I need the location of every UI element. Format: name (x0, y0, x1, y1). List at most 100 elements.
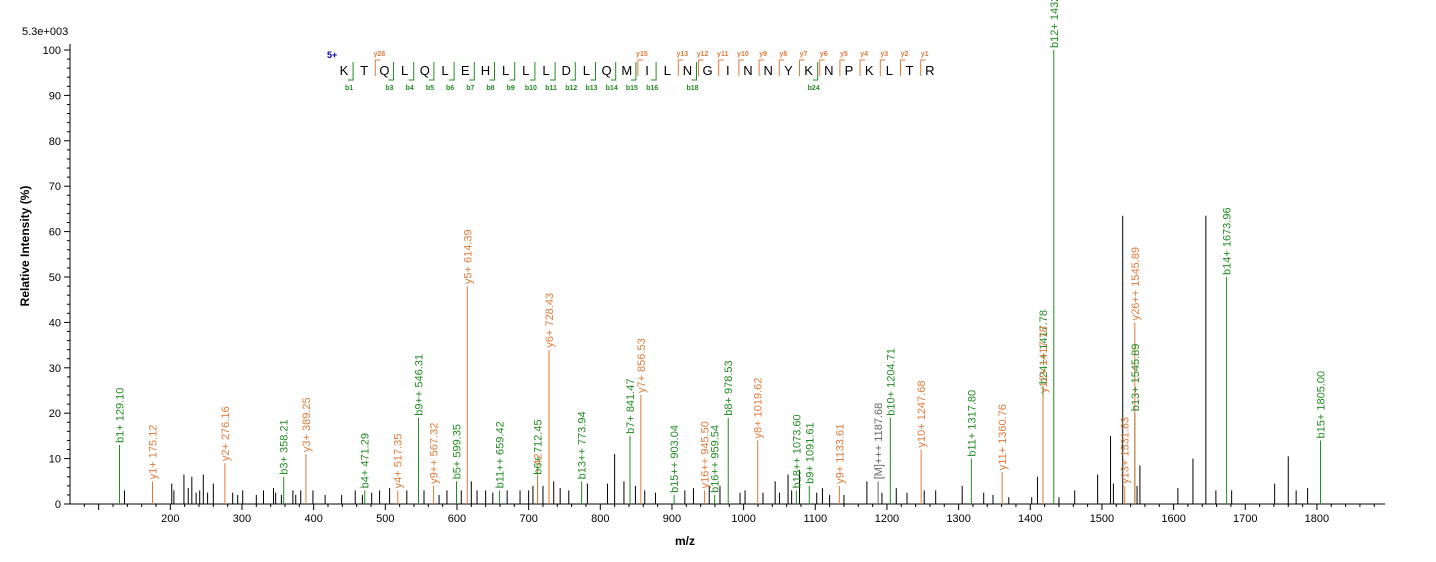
y-ion-tag: y4 (860, 51, 868, 58)
residue-letter: P (845, 63, 854, 78)
y-ion-label: y3+ 389.25 (301, 397, 313, 452)
residue-letter: M (621, 63, 632, 78)
b-ion-label: b4+ 471.29 (360, 433, 372, 488)
residue-letter: Q (420, 63, 430, 78)
b-ion-cleavage-mark (691, 62, 697, 81)
residue-letter: T (360, 63, 368, 78)
b-ion-cleavage-mark (449, 62, 455, 81)
b-ion-cleavage-mark (590, 62, 596, 81)
x-tick-label: 1600 (1161, 513, 1185, 525)
y-ion-cleavage-mark (819, 59, 825, 76)
b-ion-label: b5+ 599.35 (452, 424, 464, 479)
x-tick-label: 600 (448, 513, 466, 525)
y-ion-label: 42 (533, 453, 545, 465)
residue-letter: L (401, 63, 408, 78)
y-ion-tag: y28 (373, 51, 385, 58)
residue-letter: L (502, 63, 509, 78)
b-ion-tag: b6 (446, 85, 454, 92)
y-ion-label: y9+ 1133.61 (834, 424, 846, 484)
x-axis: 200 300 400 500 600 700 800 900 1000 1100 1200 1300… (70, 503, 1385, 525)
y-ion-label: y2+ 276.16 (220, 406, 232, 461)
residue-letter: I (645, 63, 649, 78)
residue-letter: Q (379, 63, 389, 78)
b-ion-tag: b9 (507, 85, 515, 92)
y-ion-label: y11+ 1360.76 (997, 404, 1009, 470)
b-ion-label: b24++ 1417.78 (1038, 310, 1050, 384)
residue-letter: N (743, 63, 752, 78)
peak-labels-layer: b1+ 129.10 y1+ 175.12 y2+ 276.16 b3+ 358.21… (115, 0, 1328, 493)
b-ion-label: b15++ 903.04 (669, 425, 681, 493)
x-tick-label: 700 (519, 513, 537, 525)
y-ion-tag: y15 (636, 51, 648, 58)
y-ion-cleavage-mark (758, 59, 765, 76)
residue-letter: L (886, 63, 893, 78)
b-ion-tag: b8 (486, 85, 494, 92)
b-ion-label: b6+ 712.45 (533, 419, 545, 474)
b-ion-tag: b14 (606, 85, 618, 92)
y-ion-cleavage-mark (839, 59, 845, 76)
y-ion-label: y6+ 728.43 (544, 293, 556, 348)
y-ion-label: y13+ 1531.83 (1120, 417, 1132, 484)
b-ion-label: b16++ 959.54 (710, 425, 722, 493)
y-ion-tag: y6 (820, 51, 828, 58)
residue-letter: K (804, 63, 813, 78)
x-tick-label: 400 (304, 513, 322, 525)
x-tick-label: 1400 (1018, 513, 1042, 525)
b-ion-cleavage-mark (428, 62, 435, 81)
b-ion-cleavage-mark (348, 62, 354, 81)
y-ion-cleavage-mark (374, 59, 381, 76)
b-ion-label: b9++ 546.31 (414, 354, 426, 416)
b-ion-tag: b3 (385, 85, 393, 92)
b-ion-label: b8+ 978.53 (723, 360, 735, 415)
y-ion-cleavage-mark (799, 59, 805, 76)
b-ion-label: b11++ 659.42 (495, 421, 507, 488)
residue-letter: D (562, 63, 571, 78)
y-tick-label: 60 (49, 227, 61, 239)
residue-letter: R (925, 63, 934, 78)
b-ion-cleavage-mark (388, 62, 394, 81)
charge-state-label: 5+ (327, 50, 337, 60)
b-ion-tag: b18 (686, 85, 698, 92)
y-ion-tag: y5 (840, 51, 848, 58)
y-ion-cleavage-mark (637, 59, 643, 76)
b-ion-tag: b11 (545, 85, 557, 92)
b-ion-tag: b1 (345, 85, 353, 92)
y-tick-label: 90 (49, 90, 61, 102)
y-ion-tag: y2 (901, 51, 909, 58)
y-tick-label: 40 (49, 317, 61, 329)
b-ion-cleavage-mark (651, 62, 657, 81)
residue-letter: G (703, 63, 713, 78)
y-ion-tag: y8 (779, 51, 787, 58)
y-ion-label: y8+ 1019.62 (753, 378, 765, 439)
b-ion-label: b13++ 773.94 (577, 411, 589, 479)
b-ion-cleavage-mark (630, 62, 637, 81)
y-ion-label: y7+ 856.53 (636, 338, 648, 393)
y-ion-label: y9++ 567.32 (429, 423, 441, 484)
y-ion-cleavage-mark (900, 59, 906, 76)
y-ion-label: y4+ 517.35 (393, 434, 405, 489)
y-ion-cleavage-mark (859, 59, 866, 76)
residue-letter: H (481, 63, 490, 78)
y-tick-label: 50 (49, 272, 61, 284)
y-ion-tag: y3 (880, 51, 888, 58)
y-ion-cleavage-mark (920, 59, 926, 76)
b-ion-cleavage-mark (550, 62, 556, 81)
residue-letter: K (340, 63, 349, 78)
b-ion-tag: b15 (626, 85, 638, 92)
x-tick-label: 1200 (875, 513, 899, 525)
y-ion-tag: y9 (759, 51, 767, 58)
y-ion-label: y12+ 1417.78 (1038, 326, 1050, 393)
b-ion-cleavage-mark (570, 62, 576, 81)
b-ion-tag: b12 (565, 85, 577, 92)
residue-letter: L (441, 63, 448, 78)
b-ion-label: b13+ 1545.89 (1130, 344, 1142, 412)
y-ion-tag: y1 (921, 51, 929, 58)
y-ion-cleavage-mark (698, 59, 704, 76)
y-ion-tag: y12 (697, 51, 709, 58)
x-tick-label: 1700 (1233, 513, 1257, 525)
y-ion-label: y26++ 1545.89 (1130, 247, 1142, 320)
y-axis: 0 10 20 30 40 50 60 70 80 90 100 (43, 44, 71, 511)
residue-letter: N (824, 63, 833, 78)
